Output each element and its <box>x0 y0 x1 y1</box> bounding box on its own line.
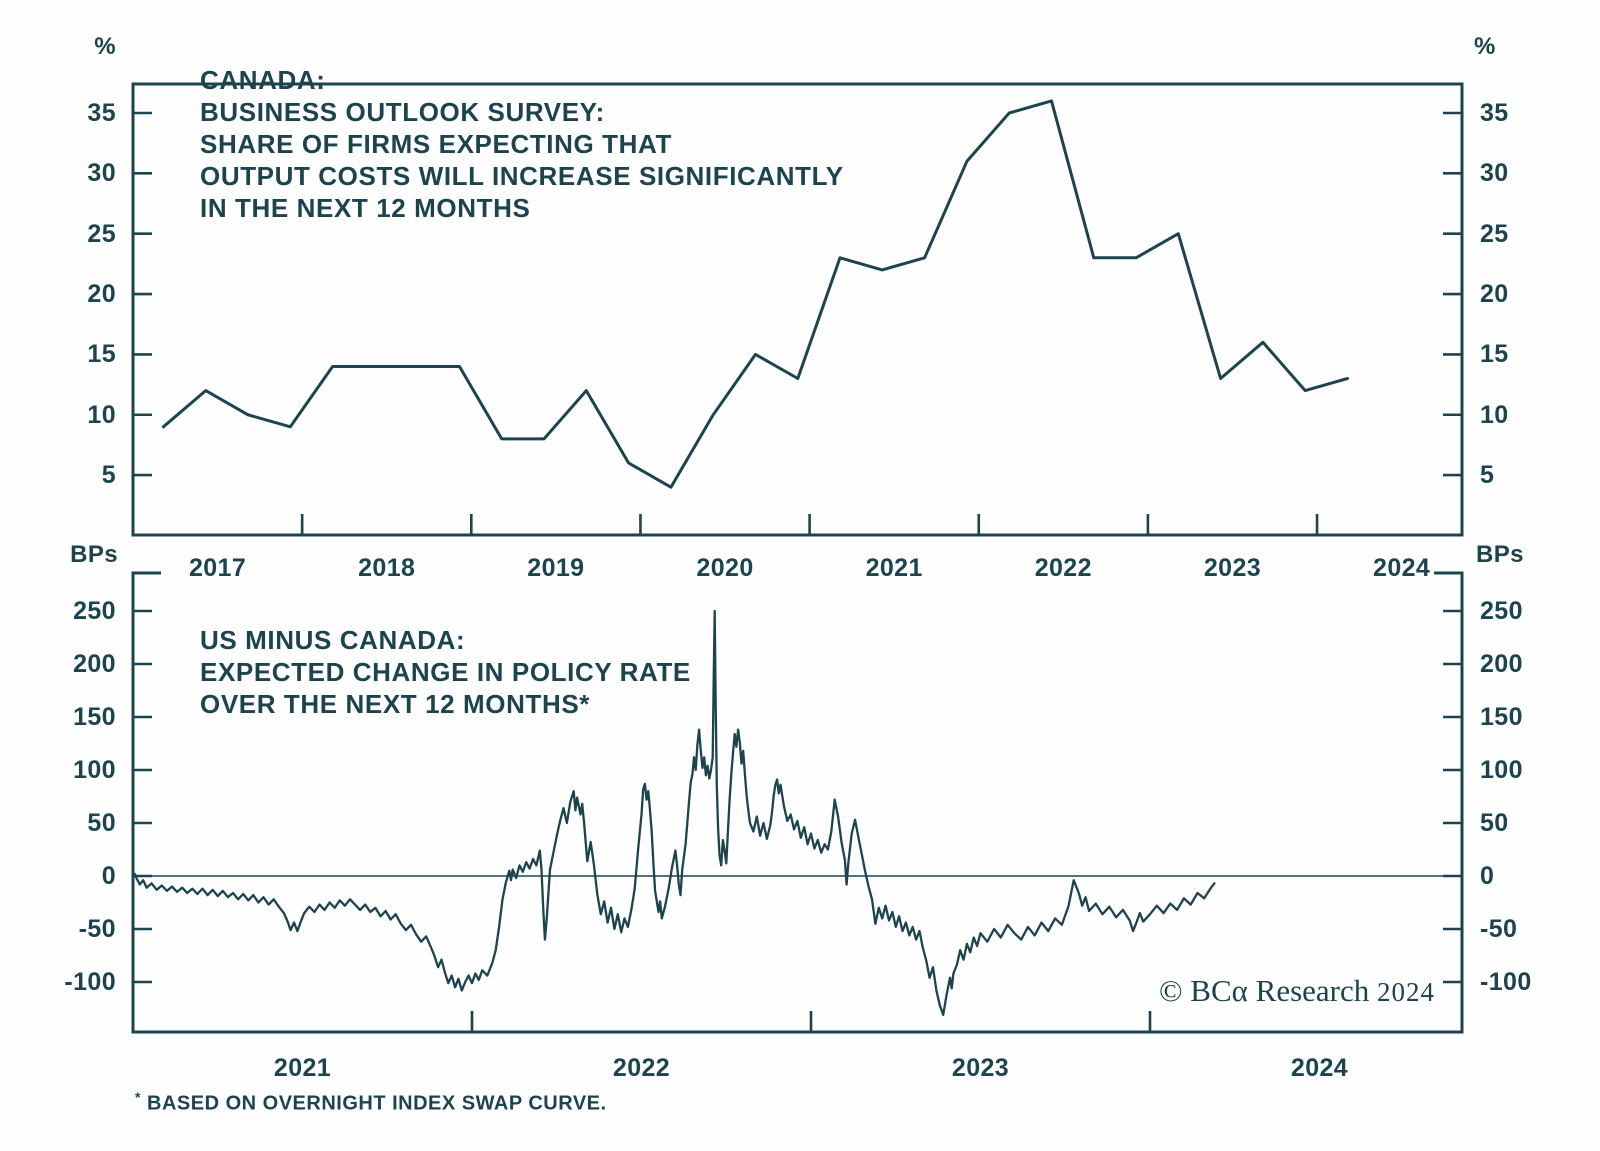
top-chart-title: CANADA: BUSINESS OUTLOOK SURVEY: SHARE O… <box>200 64 844 224</box>
bottom-y-tick-label-right-150: 150 <box>1480 703 1523 731</box>
top-y-tick-label-left-10: 10 <box>87 400 116 429</box>
bottom-y-tick-label-left--50: -50 <box>78 915 116 943</box>
top-y-tick-label-right-5: 5 <box>1480 461 1495 490</box>
bottom-chart-title-line-3: OVER THE NEXT 12 MONTHS* <box>200 689 591 719</box>
bottom-x-label-2023: 2023 <box>951 1054 1010 1082</box>
bottom-series-line <box>133 609 1216 1017</box>
top-y-tick-label-left-5: 5 <box>101 461 116 490</box>
footnote: * BASED ON OVERNIGHT INDEX SWAP CURVE. <box>135 1084 607 1117</box>
top-series-line <box>161 99 1349 489</box>
footnote-text: BASED ON OVERNIGHT INDEX SWAP CURVE. <box>140 1092 607 1115</box>
brand-watermark-year: 2024 <box>1377 977 1435 1007</box>
bottom-y-tick-label-right-250: 250 <box>1480 597 1523 625</box>
top-chart-title-line-5: IN THE NEXT 12 MONTHS <box>200 193 531 223</box>
top-y-tick-label-left-20: 20 <box>87 280 116 309</box>
bottom-y-tick-label-right--50: -50 <box>1480 915 1518 943</box>
top-y-tick-label-right-30: 30 <box>1480 159 1509 188</box>
bottom-panel-frame <box>131 571 1464 1034</box>
top-y-tick-label-right-20: 20 <box>1480 280 1509 309</box>
bottom-y-tick-label-left-200: 200 <box>73 650 116 678</box>
top-y-tick-label-left-25: 25 <box>87 219 116 248</box>
bottom-y-tick-label-right--100: -100 <box>1480 968 1532 996</box>
top-x-label-2022: 2022 <box>1034 554 1092 582</box>
top-chart-title-line-2: BUSINESS OUTLOOK SURVEY: <box>200 97 605 127</box>
top-chart-title-line-3: SHARE OF FIRMS EXPECTING THAT <box>200 129 672 159</box>
bottom-y-tick-label-left-150: 150 <box>73 703 116 731</box>
brand-watermark-text: © BCα Research <box>1159 973 1370 1008</box>
top-unit-label-left: % <box>94 33 116 60</box>
top-x-label-2023: 2023 <box>1203 554 1262 582</box>
bottom-unit-label-right: BPs <box>1476 541 1524 568</box>
bottom-y-tick-label-right-200: 200 <box>1480 650 1523 678</box>
top-y-tick-label-right-25: 25 <box>1480 219 1509 248</box>
bottom-y-tick-label-left-0: 0 <box>101 862 116 890</box>
bottom-y-tick-label-right-100: 100 <box>1480 756 1523 784</box>
bottom-x-label-2021: 2021 <box>273 1054 332 1082</box>
top-x-label-2021: 2021 <box>865 554 923 582</box>
bottom-x-label-2022: 2022 <box>612 1054 671 1082</box>
brand-watermark: © BCα Research 2024 <box>1130 972 1435 1011</box>
top-x-label-2017: 2017 <box>188 554 247 582</box>
top-y-tick-label-left-35: 35 <box>87 99 116 127</box>
top-x-label-2018: 2018 <box>358 554 416 582</box>
top-y-tick-label-right-15: 15 <box>1480 340 1509 369</box>
bottom-y-tick-label-left-250: 250 <box>73 597 116 625</box>
bottom-chart-title-line-2: EXPECTED CHANGE IN POLICY RATE <box>200 657 691 687</box>
top-panel-frame <box>131 82 1464 537</box>
top-y-tick-label-right-10: 10 <box>1480 400 1509 429</box>
top-unit-label-right: % <box>1474 33 1496 60</box>
bottom-y-tick-label-right-0: 0 <box>1480 862 1495 890</box>
bottom-x-label-2024: 2024 <box>1290 1054 1349 1082</box>
top-y-tick-label-left-15: 15 <box>87 340 116 369</box>
bottom-y-tick-label-left-50: 50 <box>87 809 116 837</box>
top-x-label-2024: 2024 <box>1373 554 1431 582</box>
bottom-y-tick-label-left--100: -100 <box>64 968 116 996</box>
top-y-tick-label-right-35: 35 <box>1480 99 1509 127</box>
bottom-y-tick-label-left-100: 100 <box>73 756 116 784</box>
top-chart-title-line-1: CANADA: <box>200 65 326 95</box>
bottom-unit-label-left: BPs <box>70 541 118 568</box>
top-x-label-2019: 2019 <box>527 554 585 582</box>
bottom-chart-title: US MINUS CANADA: EXPECTED CHANGE IN POLI… <box>200 624 691 720</box>
bottom-chart-title-line-1: US MINUS CANADA: <box>200 625 466 655</box>
bottom-y-tick-label-right-50: 50 <box>1480 809 1509 837</box>
top-x-label-2020: 2020 <box>696 554 754 582</box>
top-chart-title-line-4: OUTPUT COSTS WILL INCREASE SIGNIFICANTLY <box>200 161 844 191</box>
footnote-asterisk: * <box>135 1089 141 1105</box>
top-y-tick-label-left-30: 30 <box>87 159 116 188</box>
